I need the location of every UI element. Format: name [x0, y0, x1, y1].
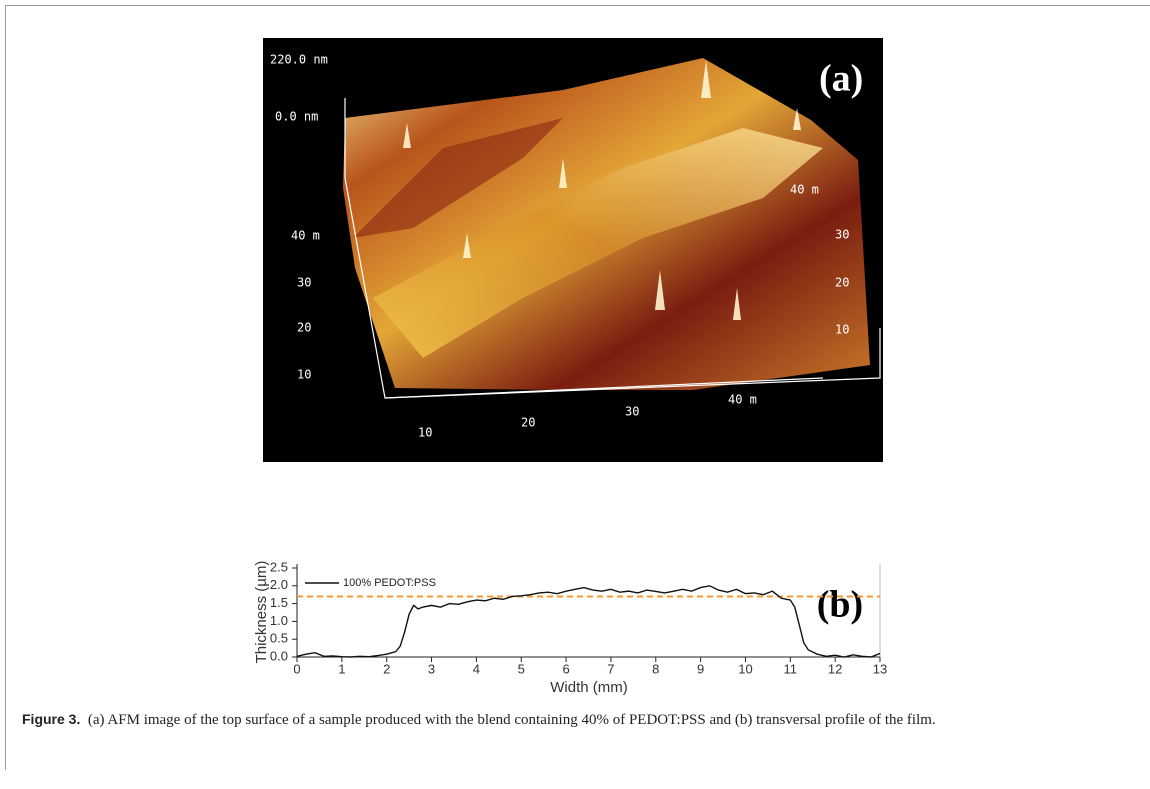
- panel-label: (b): [817, 584, 863, 626]
- profile-chart: Thickness (µm) Width (mm) (b) 0.0 0.5 1.0 1…: [253, 559, 887, 696]
- x-tick-label: 13: [873, 661, 887, 676]
- left-axis-label: 20: [297, 321, 311, 335]
- caption-label: Figure 3.: [22, 711, 81, 727]
- data-line: [296, 585, 881, 658]
- x-tick-label: 7: [607, 661, 614, 676]
- left-axis-label: 30: [297, 276, 311, 290]
- y-tick-label: 2.5: [270, 559, 288, 574]
- bottom-axis-label: 30: [625, 405, 639, 419]
- x-tick-label: 2: [383, 661, 390, 676]
- caption: Figure 3. (a) AFM image of the top surfa…: [22, 707, 1132, 732]
- y-tick-label: 2.0: [270, 577, 288, 592]
- afm-image: 220.0 nm 0.0 nm 40 m 30 20 10 40 m 30 20…: [263, 38, 883, 462]
- right-axis-label: 30: [835, 228, 849, 242]
- x-tick-label: 8: [652, 661, 659, 676]
- x-tick-label: 3: [428, 661, 435, 676]
- afm-ridge: [373, 128, 823, 358]
- z-label: 220.0 nm: [270, 53, 328, 67]
- bottom-axis-label: 20: [521, 416, 535, 430]
- x-tick-label: 9: [697, 661, 704, 676]
- x-tick-label: 5: [518, 661, 525, 676]
- x-tick-label: 1: [338, 661, 345, 676]
- x-tick-label: 0: [293, 661, 300, 676]
- afm-axes: [344, 98, 881, 399]
- bottom-axis-label: 10: [418, 426, 432, 440]
- caption-text: (a) AFM image of the top surface of a sa…: [87, 712, 936, 728]
- panel-label: (a): [819, 58, 863, 100]
- z-label: 0.0 nm: [275, 110, 318, 124]
- x-tick-label: 4: [473, 661, 480, 676]
- right-axis-label: 10: [835, 323, 849, 337]
- right-axis-label: 20: [835, 276, 849, 290]
- x-tick-label: 10: [738, 661, 752, 676]
- x-axis-label: Width (mm): [550, 679, 628, 696]
- legend-label: 100% PEDOT:PSS: [343, 577, 436, 589]
- y-tick-label: 1.5: [270, 595, 288, 610]
- left-axis-label: 10: [297, 368, 311, 382]
- x-tick-label: 12: [828, 661, 842, 676]
- afm-spikes: [403, 60, 801, 320]
- y-tick-label: 0.5: [270, 631, 288, 646]
- y-tick-label: 0.0: [270, 648, 288, 663]
- afm-valley: [353, 118, 563, 238]
- figure-frame: [5, 5, 1150, 770]
- x-tick-label: 6: [562, 661, 569, 676]
- x-tick-label: 11: [784, 661, 798, 676]
- y-tick-label: 1.0: [270, 613, 288, 628]
- right-axis-label: 40 m: [790, 183, 819, 197]
- y-axis-label: Thickness (µm): [253, 561, 270, 664]
- bottom-axis-label: 40 m: [728, 393, 757, 407]
- left-axis-label: 40 m: [291, 229, 320, 243]
